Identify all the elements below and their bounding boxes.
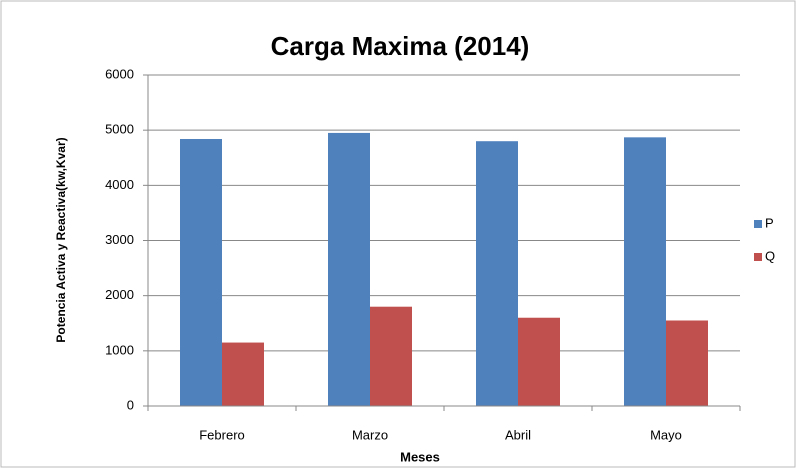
x-axis-label: Meses (400, 449, 440, 464)
bar (666, 320, 708, 406)
bar (370, 306, 412, 406)
bar (328, 132, 370, 407)
y-tick-label: 5000 (105, 122, 134, 137)
x-tick-label: Marzo (352, 427, 388, 442)
y-tick-label: 4000 (105, 177, 134, 192)
legend-swatch (754, 253, 762, 261)
x-tick-label: Mayo (650, 427, 682, 442)
y-tick-label: 1000 (105, 342, 134, 357)
legend-swatch (754, 220, 762, 228)
x-tick-label: Febrero (199, 427, 245, 442)
bar (624, 137, 666, 407)
bar (518, 317, 560, 406)
legend-label: Q (765, 248, 775, 263)
y-tick-label: 6000 (105, 66, 134, 81)
y-tick-label: 3000 (105, 232, 134, 247)
bar (222, 342, 264, 406)
y-axis-label: Potencia Activa y Reactiva(kw,Kvar) (54, 137, 68, 342)
bar (476, 141, 518, 406)
x-tick-label: Abril (505, 427, 531, 442)
y-tick-label: 2000 (105, 287, 134, 302)
y-tick-label: 0 (127, 397, 134, 412)
bar (180, 138, 222, 406)
legend-label: P (765, 215, 774, 230)
chart-title: Carga Maxima (2014) (271, 31, 530, 61)
